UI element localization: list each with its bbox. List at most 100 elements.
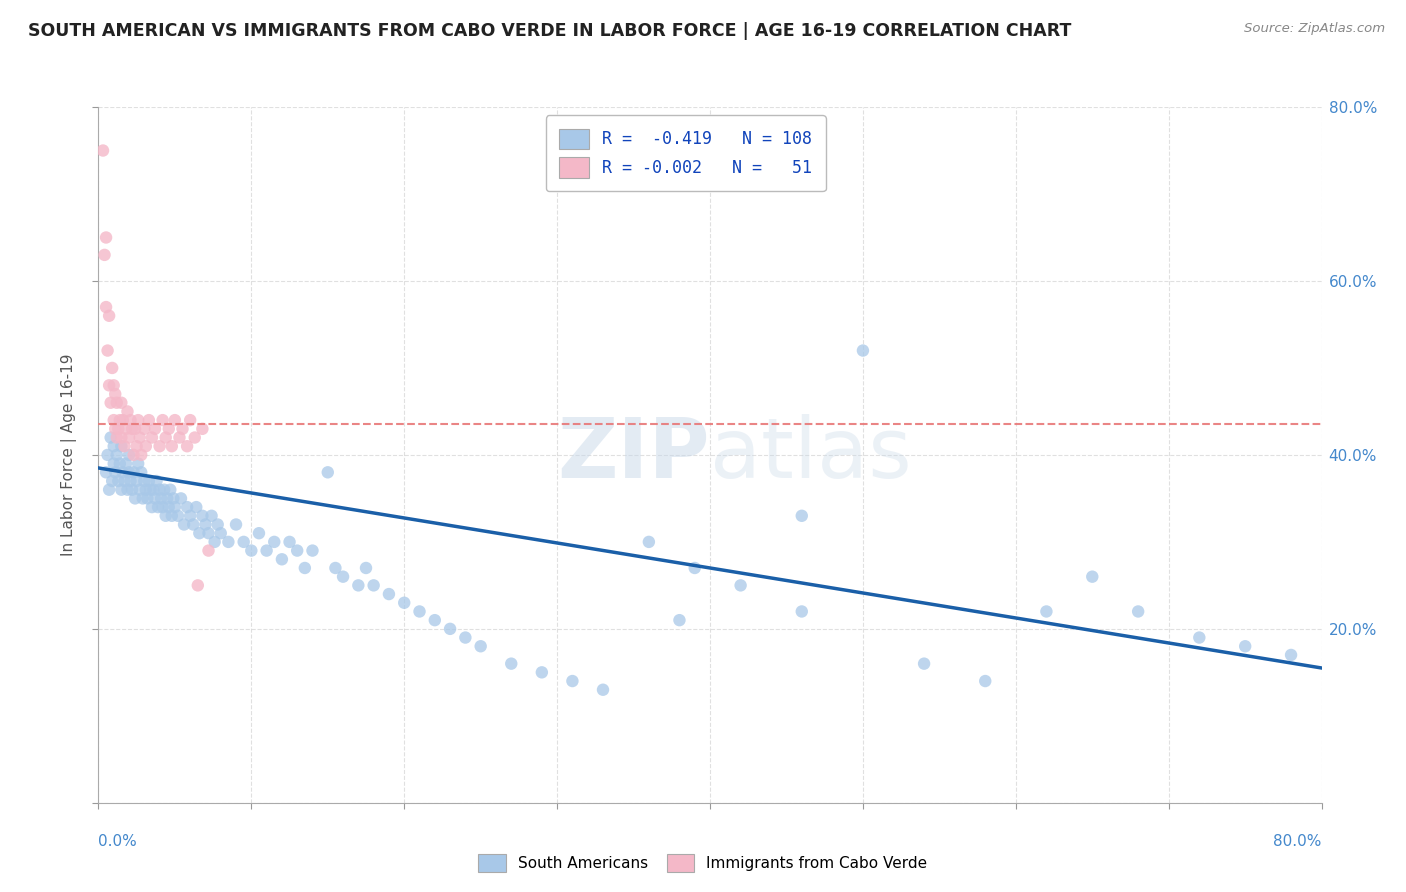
Point: [149, 483, 172, 497]
Point: [454, 631, 477, 645]
Point: [912, 657, 935, 671]
Point: [125, 474, 148, 488]
Point: [94, 466, 117, 480]
Point: [122, 448, 145, 462]
Point: [97, 448, 120, 462]
Point: [191, 508, 214, 523]
Point: [139, 483, 162, 497]
Point: [143, 491, 166, 506]
Point: [197, 526, 219, 541]
Point: [332, 570, 354, 584]
Point: [592, 682, 614, 697]
Point: [110, 483, 132, 497]
Point: [124, 422, 146, 436]
Point: [110, 431, 132, 445]
Point: [101, 474, 124, 488]
Point: [169, 431, 191, 445]
Point: [392, 596, 416, 610]
Point: [121, 422, 143, 436]
Point: [117, 483, 139, 497]
Point: [256, 543, 278, 558]
Point: [179, 508, 201, 523]
Point: [100, 396, 122, 410]
Point: [141, 431, 163, 445]
Point: [439, 622, 461, 636]
Text: 0.0%: 0.0%: [98, 834, 138, 849]
Point: [134, 474, 156, 488]
Point: [122, 466, 145, 480]
Point: [181, 517, 204, 532]
Point: [163, 500, 186, 514]
Point: [285, 543, 308, 558]
Point: [103, 413, 125, 427]
Point: [270, 552, 292, 566]
Point: [316, 466, 339, 480]
Point: [153, 483, 176, 497]
Point: [188, 526, 211, 541]
Point: [128, 483, 150, 497]
Point: [363, 578, 385, 592]
Point: [138, 474, 160, 488]
Point: [94, 300, 117, 314]
Point: [111, 466, 134, 480]
Point: [408, 605, 430, 619]
Point: [155, 431, 177, 445]
Point: [91, 144, 114, 158]
Point: [129, 466, 152, 480]
Point: [160, 508, 183, 523]
Point: [135, 483, 157, 497]
Point: [127, 413, 149, 427]
Point: [263, 534, 285, 549]
Point: [135, 439, 157, 453]
Point: [176, 439, 198, 453]
Point: [94, 230, 117, 244]
Point: [170, 491, 193, 506]
Point: [142, 483, 165, 497]
Legend: R =  -0.419   N = 108, R = -0.002   N =   51: R = -0.419 N = 108, R = -0.002 N = 51: [546, 115, 825, 191]
Point: [120, 474, 142, 488]
Point: [134, 422, 156, 436]
Point: [325, 561, 347, 575]
Point: [974, 674, 997, 689]
Point: [530, 665, 553, 680]
Text: SOUTH AMERICAN VS IMMIGRANTS FROM CABO VERDE IN LABOR FORCE | AGE 16-19 CORRELAT: SOUTH AMERICAN VS IMMIGRANTS FROM CABO V…: [28, 22, 1071, 40]
Point: [184, 431, 207, 445]
Point: [103, 378, 125, 392]
Point: [136, 491, 159, 506]
Point: [110, 439, 132, 453]
Point: [120, 413, 142, 427]
Point: [668, 613, 690, 627]
Point: [143, 422, 166, 436]
Text: ZIP: ZIP: [558, 415, 710, 495]
Point: [204, 534, 226, 549]
Point: [1081, 570, 1104, 584]
Point: [155, 508, 177, 523]
Point: [637, 534, 661, 549]
Point: [160, 439, 183, 453]
Point: [115, 422, 138, 436]
Point: [179, 413, 201, 427]
Point: [347, 578, 370, 592]
Text: 80.0%: 80.0%: [1274, 834, 1322, 849]
Point: [105, 448, 128, 462]
Point: [501, 657, 523, 671]
Point: [108, 413, 131, 427]
Point: [111, 413, 134, 427]
Point: [176, 500, 198, 514]
Point: [162, 491, 184, 506]
Point: [112, 474, 135, 488]
Point: [790, 605, 813, 619]
Point: [98, 378, 121, 392]
Point: [145, 474, 167, 488]
Point: [852, 343, 875, 358]
Point: [105, 396, 128, 410]
Point: [209, 526, 232, 541]
Legend: South Americans, Immigrants from Cabo Verde: South Americans, Immigrants from Cabo Ve…: [471, 846, 935, 880]
Point: [129, 448, 152, 462]
Point: [683, 561, 706, 575]
Point: [107, 474, 129, 488]
Point: [138, 413, 160, 427]
Point: [118, 431, 141, 445]
Point: [121, 483, 143, 497]
Point: [127, 457, 149, 471]
